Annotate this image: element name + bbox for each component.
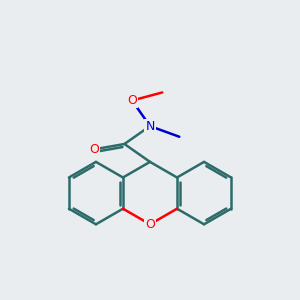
Text: O: O <box>145 218 155 231</box>
Text: O: O <box>89 143 99 156</box>
Text: N: N <box>145 120 155 133</box>
Text: O: O <box>127 94 137 107</box>
